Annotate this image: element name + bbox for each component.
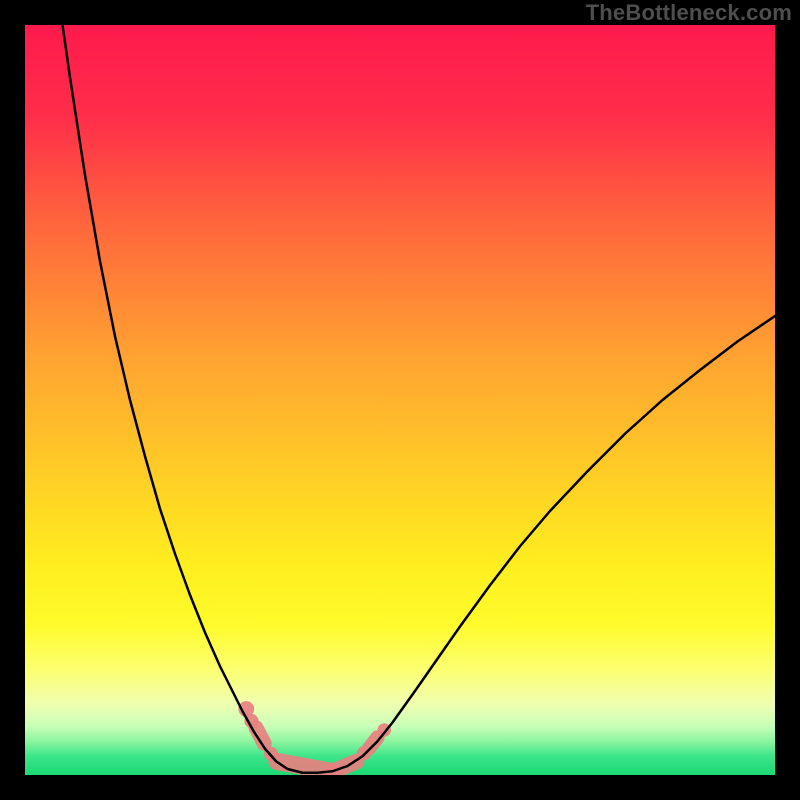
frame-bottom [0, 775, 800, 800]
frame-right [775, 0, 800, 800]
chart-container: TheBottleneck.com [0, 0, 800, 800]
bottleneck-chart-svg [0, 0, 800, 800]
frame-left [0, 0, 25, 800]
watermark-text: TheBottleneck.com [586, 0, 792, 26]
